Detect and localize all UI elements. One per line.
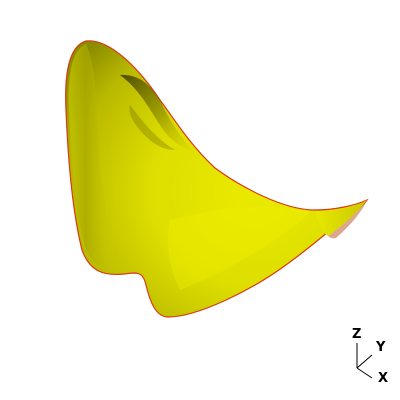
axes-triad: Z Y X [352, 327, 388, 386]
surface-highlight [168, 206, 310, 290]
y-axis-line [356, 354, 373, 369]
surface-right-tip [315, 200, 367, 236]
z-axis-label: Z [352, 327, 361, 342]
surface-left-shadow [68, 44, 118, 271]
y-axis-label: Y [375, 340, 386, 355]
x-axis-line [356, 367, 373, 379]
surface-body [65, 40, 369, 318]
surface-fold-shadow-lower [129, 105, 175, 150]
surface-right-tip-underside [328, 200, 367, 239]
surface-fold-shadow [120, 74, 195, 152]
x-axis-label: X [378, 371, 388, 386]
